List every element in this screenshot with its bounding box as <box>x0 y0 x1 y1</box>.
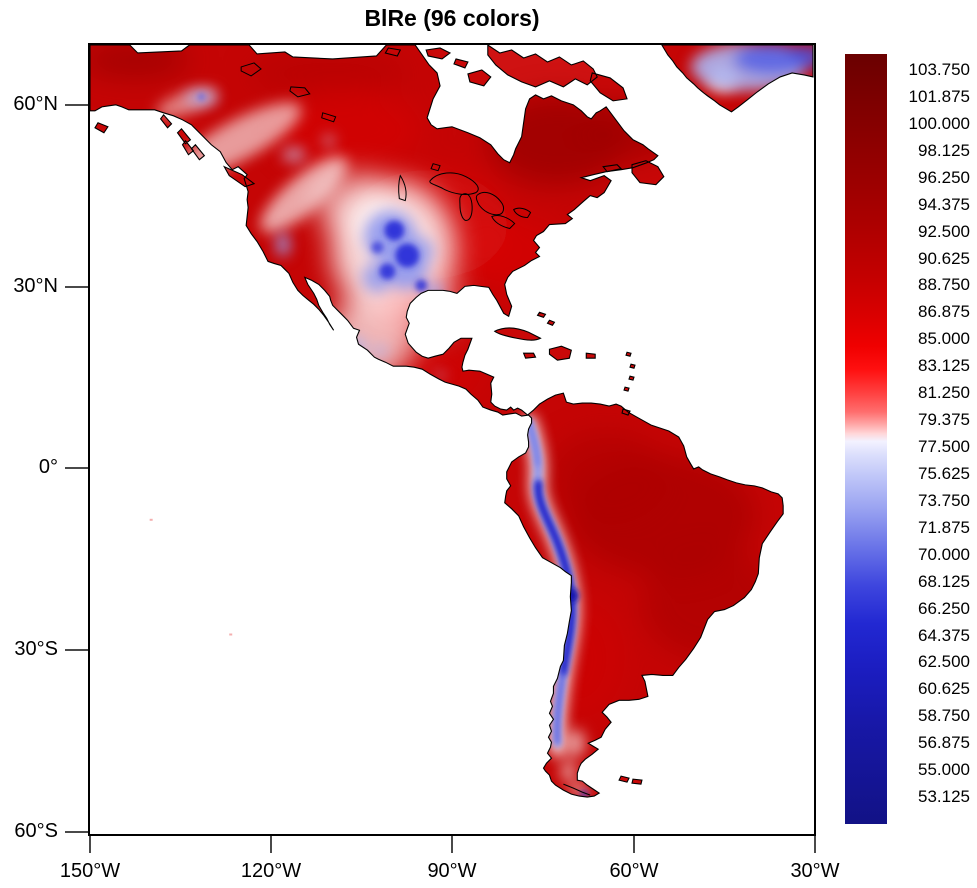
x-tick <box>270 836 272 853</box>
colorbar-tick-label: 90.625 <box>918 248 970 268</box>
colorbar-tick-label: 70.000 <box>918 544 970 564</box>
colorbar-tick-label: 75.625 <box>918 463 970 483</box>
colorbar-tick-label: 73.750 <box>918 490 970 510</box>
ocean-specks <box>149 518 233 636</box>
y-tick <box>65 831 88 833</box>
colorbar-tick-label: 62.500 <box>918 652 970 672</box>
x-tick-label: 150°W <box>59 860 121 882</box>
y-tick <box>65 467 88 469</box>
y-tick <box>65 286 88 288</box>
colorbar-tick-label: 71.875 <box>918 517 970 537</box>
colorbar-tick-label: 101.875 <box>908 86 970 106</box>
chart-title: BlRe (96 colors) <box>364 5 540 31</box>
x-tick-label: 120°W <box>240 860 302 882</box>
x-tick-label: 90°W <box>427 860 477 882</box>
colorbar-tick-label: 64.375 <box>918 625 970 645</box>
colorbar <box>845 54 887 824</box>
x-tick-label: 60°W <box>609 860 659 882</box>
y-tick <box>65 104 88 106</box>
colorbar-tick-label: 103.750 <box>908 60 970 79</box>
colorbar-tick-label: 66.250 <box>918 598 970 618</box>
y-tick <box>65 649 88 651</box>
colorbar-tick-label: 98.125 <box>918 140 970 160</box>
colorbar-tick-label: 86.875 <box>918 302 970 322</box>
colorbar-tick-label: 83.125 <box>918 356 970 376</box>
colorbar-tick-label: 94.375 <box>918 194 970 214</box>
x-tick <box>451 836 453 853</box>
colorbar-tick-label: 68.125 <box>918 571 970 591</box>
x-tick <box>814 836 816 853</box>
colorbar-tick-label: 55.000 <box>918 760 970 780</box>
colorbar-tick-label: 92.500 <box>918 221 970 241</box>
x-tick <box>633 836 635 853</box>
colorbar-tick-label: 88.750 <box>918 275 970 295</box>
colorbar-tick-label: 56.875 <box>918 733 970 753</box>
colorbar-tick-label: 81.250 <box>918 383 970 403</box>
colorbar-tick-label: 100.000 <box>908 113 970 133</box>
colorbar-tick-label: 60.625 <box>918 679 970 699</box>
x-tick-label: 30°W <box>790 860 840 882</box>
colorbar-tick-label: 79.375 <box>918 410 970 430</box>
colorbar-tick-label: 53.125 <box>918 787 970 807</box>
y-tick-label: 0° <box>38 456 58 478</box>
map-canvas <box>90 45 814 798</box>
y-tick-label: 60°S <box>14 820 58 842</box>
y-tick-label: 30°S <box>14 638 58 660</box>
map-plot-area <box>88 43 816 836</box>
x-tick <box>89 836 91 853</box>
lake-outlines <box>240 62 591 796</box>
colorbar-tick-label: 77.500 <box>918 437 970 457</box>
y-tick-label: 30°N <box>13 275 58 297</box>
colorbar-tick-label: 85.000 <box>918 329 970 349</box>
colorbar-tick-label: 58.750 <box>918 706 970 726</box>
colorbar-tick-label: 96.250 <box>918 167 970 187</box>
y-tick-label: 60°N <box>13 93 58 115</box>
